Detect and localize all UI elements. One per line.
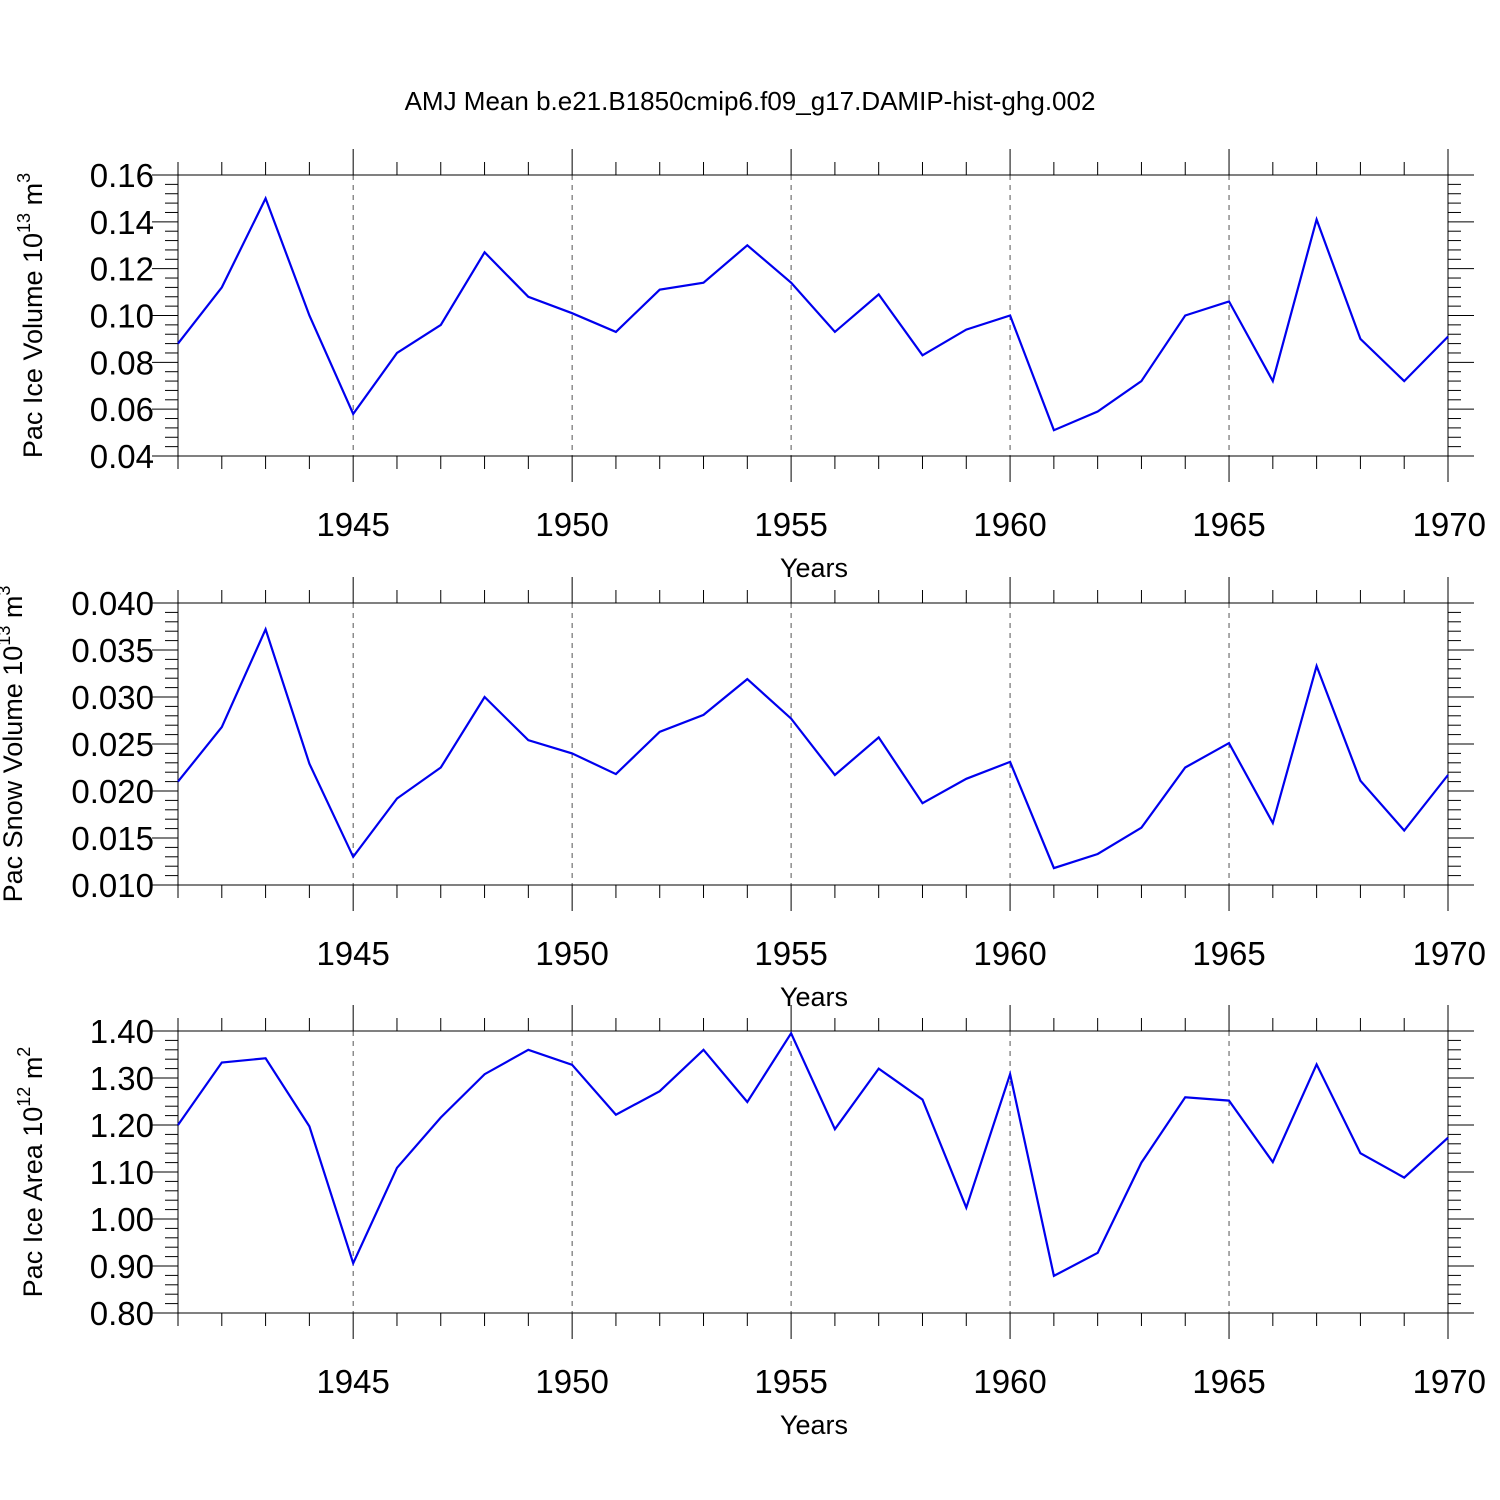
y-tick-label: 0.08	[90, 344, 154, 381]
y-axis-label: Pac Ice Area 1012 m2	[14, 1047, 48, 1298]
chart-panels: 0.04 0.06 0.08 0.10 0.12 0.14 0.16 1945 1950 1955…	[0, 149, 1486, 1440]
x-tick-label: 1965	[1192, 506, 1265, 543]
x-tick-label: 1970	[1413, 935, 1486, 972]
x-tick-label: 1945	[316, 506, 389, 543]
plot-frame	[177, 602, 1449, 886]
plot-frame	[177, 174, 1449, 457]
y-tick-label: 0.025	[71, 726, 154, 763]
y-axis-label: Pac Ice Volume 1013 m3	[14, 173, 48, 458]
y-tick-label: 0.04	[90, 438, 154, 475]
x-tick-label: 1960	[973, 506, 1046, 543]
x-tick-label: 1950	[535, 506, 608, 543]
y-tick-label: 0.16	[90, 157, 154, 194]
plot-frame	[177, 1030, 1449, 1314]
x-tick-label: 1950	[535, 935, 608, 972]
x-tick-label: 1950	[535, 1363, 608, 1400]
x-tick-label: 1945	[316, 1363, 389, 1400]
x-tick-label: 1955	[754, 506, 827, 543]
x-tick-label: 1960	[973, 1363, 1046, 1400]
series-line	[177, 1031, 1449, 1278]
x-axis-label: Years	[780, 553, 848, 583]
x-axis-label: Years	[780, 982, 848, 1012]
x-tick-label: 1965	[1192, 935, 1265, 972]
x-tick-label: 1945	[316, 935, 389, 972]
x-tick-label: 1960	[973, 935, 1046, 972]
y-tick-label: 0.90	[90, 1248, 154, 1285]
x-tick-label: 1965	[1192, 1363, 1265, 1400]
y-tick-label: 0.035	[71, 632, 154, 669]
y-tick-label: 0.06	[90, 391, 154, 428]
chart-panel-1: 0.04 0.06 0.08 0.10 0.12 0.14 0.16 1945 1950 1955…	[14, 149, 1486, 583]
y-tick-label: 0.80	[90, 1295, 154, 1332]
y-tick-label: 1.10	[90, 1154, 154, 1191]
y-tick-label: 0.14	[90, 204, 154, 241]
y-tick-label: 1.00	[90, 1201, 154, 1238]
x-axis-label: Years	[780, 1410, 848, 1440]
y-tick-label: 1.40	[90, 1013, 154, 1050]
y-tick-label: 1.20	[90, 1107, 154, 1144]
series-line	[177, 195, 1449, 432]
y-tick-label: 0.020	[71, 773, 154, 810]
y-tick-label: 0.10	[90, 298, 154, 335]
x-tick-label: 1970	[1413, 506, 1486, 543]
chart-title: AMJ Mean b.e21.B1850cmip6.f09_g17.DAMIP-…	[405, 86, 1096, 116]
y-tick-label: 0.12	[90, 251, 154, 288]
chart-panel-3: 0.80 0.90 1.00 1.10 1.20 1.30 1.40 1945 1950 1955…	[14, 1005, 1486, 1440]
y-tick-label: 0.040	[71, 585, 154, 622]
x-tick-label: 1970	[1413, 1363, 1486, 1400]
x-tick-label: 1955	[754, 935, 827, 972]
series-line	[177, 626, 1449, 870]
y-tick-label: 0.030	[71, 679, 154, 716]
chart-panel-2: 0.010 0.015 0.020 0.025 0.030 0.035 0.040 1945 1…	[0, 577, 1486, 1012]
y-tick-label: 1.30	[90, 1060, 154, 1097]
y-tick-label: 0.015	[71, 820, 154, 857]
y-tick-label: 0.010	[71, 867, 154, 904]
x-tick-label: 1955	[754, 1363, 827, 1400]
y-axis-label: Pac Snow Volume 1013 m3	[0, 586, 28, 903]
